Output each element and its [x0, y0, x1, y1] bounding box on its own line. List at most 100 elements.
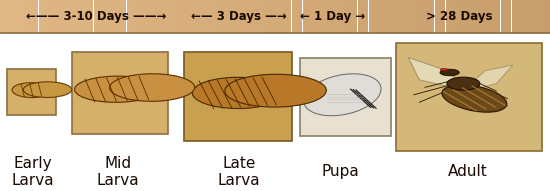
Bar: [447, 0, 449, 32]
Bar: [253, 0, 255, 32]
Bar: [473, 0, 475, 32]
Bar: [332, 0, 334, 32]
Bar: [132, 0, 134, 32]
Bar: [394, 0, 396, 32]
Bar: [453, 0, 455, 32]
Bar: [396, 0, 398, 32]
Bar: [442, 0, 444, 32]
Bar: [279, 0, 280, 32]
Bar: [392, 0, 394, 32]
Bar: [339, 0, 341, 32]
Bar: [72, 0, 73, 32]
Bar: [508, 0, 510, 32]
Bar: [161, 0, 163, 32]
Text: ←— 3 Days —→: ←— 3 Days —→: [191, 10, 287, 23]
Bar: [314, 0, 315, 32]
Text: Late
Larva: Late Larva: [218, 156, 261, 188]
Bar: [458, 0, 460, 32]
Bar: [20, 0, 22, 32]
Bar: [469, 0, 471, 32]
Bar: [277, 0, 279, 32]
Ellipse shape: [12, 83, 51, 98]
Bar: [293, 0, 295, 32]
Bar: [346, 0, 348, 32]
Bar: [495, 0, 497, 32]
Bar: [42, 0, 44, 32]
Bar: [504, 0, 506, 32]
Bar: [92, 0, 94, 32]
Bar: [82, 0, 84, 32]
Bar: [315, 0, 317, 32]
Bar: [376, 0, 378, 32]
Bar: [418, 0, 420, 32]
Bar: [440, 0, 442, 32]
Bar: [59, 0, 60, 32]
Bar: [299, 0, 301, 32]
Bar: [368, 0, 370, 32]
Bar: [31, 0, 33, 32]
Bar: [55, 0, 57, 32]
Bar: [471, 0, 473, 32]
Bar: [141, 0, 143, 32]
Bar: [389, 0, 390, 32]
Bar: [546, 0, 548, 32]
Ellipse shape: [109, 74, 195, 101]
Bar: [187, 0, 189, 32]
Bar: [158, 0, 160, 32]
Bar: [455, 0, 456, 32]
Bar: [466, 0, 467, 32]
Bar: [134, 0, 136, 32]
Bar: [112, 0, 114, 32]
Bar: [138, 0, 139, 32]
Text: ← 1 Day →: ← 1 Day →: [300, 10, 365, 23]
Ellipse shape: [75, 76, 159, 102]
Ellipse shape: [23, 82, 72, 97]
Bar: [374, 0, 376, 32]
Bar: [7, 69, 56, 115]
Text: Mid
Larva: Mid Larva: [97, 156, 140, 188]
Bar: [354, 0, 356, 32]
Bar: [163, 0, 165, 32]
Bar: [72, 52, 168, 134]
Bar: [48, 0, 49, 32]
Bar: [189, 0, 191, 32]
Bar: [400, 0, 401, 32]
Bar: [246, 0, 248, 32]
Bar: [251, 0, 253, 32]
Bar: [172, 0, 174, 32]
Bar: [35, 0, 37, 32]
Bar: [218, 0, 220, 32]
Bar: [343, 0, 345, 32]
Bar: [403, 0, 405, 32]
Bar: [412, 0, 414, 32]
Bar: [416, 0, 418, 32]
Bar: [323, 0, 324, 32]
Bar: [180, 0, 182, 32]
Bar: [468, 0, 469, 32]
Bar: [381, 0, 383, 32]
Bar: [462, 0, 464, 32]
Bar: [183, 0, 185, 32]
Bar: [90, 0, 92, 32]
Text: Pupa: Pupa: [321, 164, 359, 179]
Bar: [326, 0, 328, 32]
Bar: [486, 0, 488, 32]
Bar: [119, 0, 121, 32]
Bar: [240, 0, 242, 32]
Bar: [16, 0, 18, 32]
Bar: [202, 0, 204, 32]
Bar: [60, 0, 62, 32]
Ellipse shape: [447, 77, 480, 90]
Bar: [379, 0, 381, 32]
Bar: [414, 0, 416, 32]
Bar: [268, 0, 269, 32]
Bar: [308, 0, 310, 32]
Bar: [300, 58, 390, 136]
Bar: [464, 0, 466, 32]
Polygon shape: [408, 58, 463, 87]
Bar: [524, 0, 526, 32]
Bar: [449, 0, 451, 32]
Bar: [411, 0, 412, 32]
Bar: [238, 0, 240, 32]
Bar: [429, 0, 431, 32]
